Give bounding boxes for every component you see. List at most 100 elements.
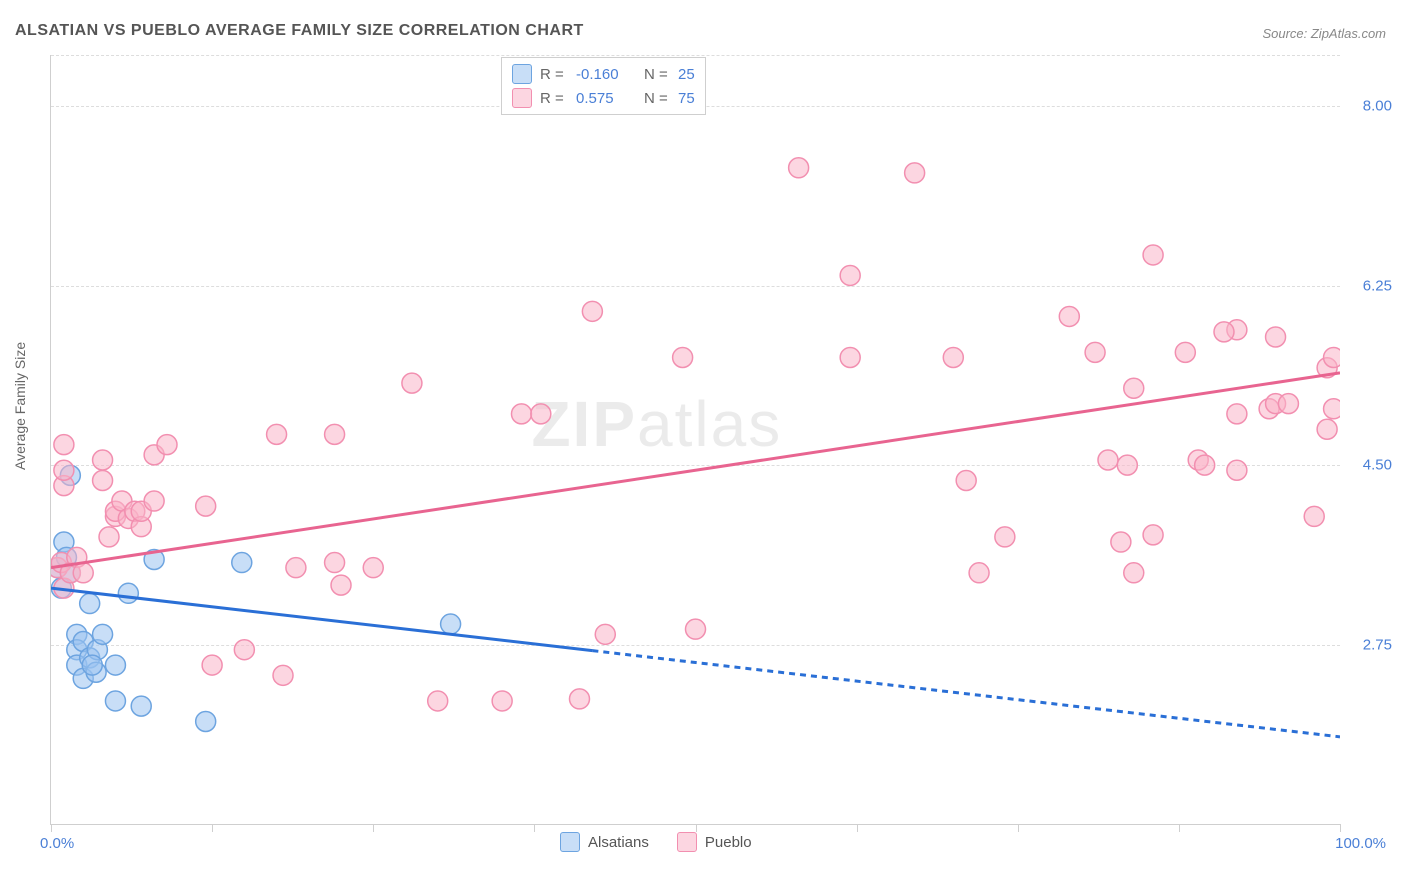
- legend-row: Pueblo: [677, 832, 752, 852]
- x-tick: [1340, 824, 1341, 832]
- data-point: [118, 583, 138, 603]
- data-point: [1324, 347, 1340, 367]
- data-point: [1195, 455, 1215, 475]
- data-point: [105, 691, 125, 711]
- data-point: [956, 471, 976, 491]
- chart-plot-area: R =-0.160N =25R =0.575N =75 ZIPatlas 2.7…: [50, 55, 1340, 825]
- trend-line: [592, 651, 1340, 737]
- data-point: [840, 347, 860, 367]
- legend-r-value: 0.575: [576, 90, 636, 107]
- data-point: [232, 553, 252, 573]
- data-point: [331, 575, 351, 595]
- x-tick: [1179, 824, 1180, 832]
- x-tick: [51, 824, 52, 832]
- data-point: [234, 640, 254, 660]
- y-axis-label: Average Family Size: [12, 342, 28, 470]
- x-axis-min-label: 0.0%: [40, 835, 74, 852]
- data-point: [1266, 327, 1286, 347]
- data-point: [1124, 563, 1144, 583]
- legend-n-label: N =: [644, 66, 670, 83]
- data-point: [686, 619, 706, 639]
- y-tick-label: 6.25: [1347, 277, 1392, 294]
- data-point: [273, 665, 293, 685]
- legend-swatch: [512, 88, 532, 108]
- legend-n-label: N =: [644, 90, 670, 107]
- data-point: [1124, 378, 1144, 398]
- data-point: [131, 696, 151, 716]
- data-point: [1278, 394, 1298, 414]
- data-point: [1214, 322, 1234, 342]
- legend-row: Alsatians: [560, 832, 649, 852]
- data-point: [93, 450, 113, 470]
- legend-n-value: 75: [678, 90, 695, 107]
- legend-swatch: [512, 64, 532, 84]
- data-point: [511, 404, 531, 424]
- data-point: [73, 563, 93, 583]
- data-point: [943, 347, 963, 367]
- x-tick: [857, 824, 858, 832]
- x-tick: [696, 824, 697, 832]
- data-point: [80, 594, 100, 614]
- data-point: [54, 460, 74, 480]
- legend-series-name: Alsatians: [588, 834, 649, 851]
- series-legend: Alsatians Pueblo: [560, 832, 752, 852]
- data-point: [363, 558, 383, 578]
- data-point: [325, 424, 345, 444]
- data-point: [54, 435, 74, 455]
- legend-swatch: [560, 832, 580, 852]
- data-point: [1227, 404, 1247, 424]
- x-axis-max-label: 100.0%: [1335, 835, 1386, 852]
- x-tick: [212, 824, 213, 832]
- data-point: [1111, 532, 1131, 552]
- data-point: [531, 404, 551, 424]
- source-attribution: Source: ZipAtlas.com: [1262, 26, 1386, 41]
- data-point: [969, 563, 989, 583]
- data-point: [105, 655, 125, 675]
- data-point: [196, 496, 216, 516]
- legend-swatch: [677, 832, 697, 852]
- data-point: [157, 435, 177, 455]
- data-point: [1317, 419, 1337, 439]
- legend-n-value: 25: [678, 66, 695, 83]
- data-point: [99, 527, 119, 547]
- data-point: [582, 301, 602, 321]
- x-tick: [373, 824, 374, 832]
- legend-row: R = 0.575 N = 75: [512, 86, 695, 110]
- trend-line: [51, 588, 592, 650]
- data-point: [325, 553, 345, 573]
- data-point: [1304, 506, 1324, 526]
- legend-r-label: R =: [540, 66, 568, 83]
- data-point: [1175, 342, 1195, 362]
- data-point: [595, 624, 615, 644]
- data-point: [1098, 450, 1118, 470]
- data-point: [1059, 306, 1079, 326]
- legend-r-value: -0.160: [576, 66, 636, 83]
- data-point: [569, 689, 589, 709]
- y-tick-label: 4.50: [1347, 457, 1392, 474]
- data-point: [905, 163, 925, 183]
- data-point: [1117, 455, 1137, 475]
- chart-svg-layer: [51, 55, 1340, 824]
- data-point: [402, 373, 422, 393]
- data-point: [286, 558, 306, 578]
- legend-series-name: Pueblo: [705, 834, 752, 851]
- data-point: [1143, 245, 1163, 265]
- data-point: [1324, 399, 1340, 419]
- data-point: [441, 614, 461, 634]
- chart-title: ALSATIAN VS PUEBLO AVERAGE FAMILY SIZE C…: [15, 22, 584, 40]
- data-point: [673, 347, 693, 367]
- data-point: [1085, 342, 1105, 362]
- data-point: [840, 265, 860, 285]
- legend-row: R = -0.160 N = 25: [512, 62, 695, 86]
- x-tick: [1018, 824, 1019, 832]
- y-tick-label: 2.75: [1347, 636, 1392, 653]
- correlation-legend: R = -0.160 N = 25 R = 0.575 N = 75: [501, 57, 706, 115]
- data-point: [428, 691, 448, 711]
- data-point: [202, 655, 222, 675]
- data-point: [1227, 460, 1247, 480]
- x-tick: [534, 824, 535, 832]
- data-point: [93, 471, 113, 491]
- data-point: [789, 158, 809, 178]
- data-point: [995, 527, 1015, 547]
- legend-r-label: R =: [540, 90, 568, 107]
